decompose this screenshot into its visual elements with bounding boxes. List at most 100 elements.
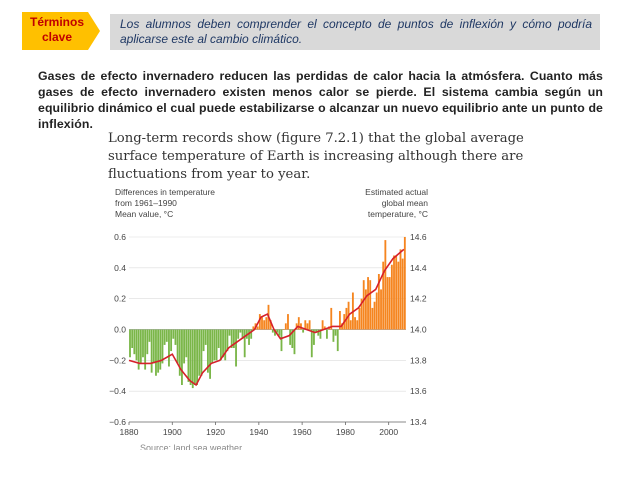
bar — [256, 326, 259, 330]
bar — [326, 329, 328, 339]
bar — [237, 329, 240, 339]
bar — [198, 329, 201, 376]
bar — [189, 329, 192, 385]
body-paragraph: Gases de efecto invernadero reducen las … — [38, 69, 603, 131]
bar — [232, 329, 235, 348]
bar — [390, 264, 393, 330]
bar — [196, 329, 199, 385]
bar — [146, 329, 149, 355]
bar — [191, 329, 194, 389]
right-axis-label: global mean — [382, 198, 429, 208]
bar — [159, 329, 162, 370]
bar — [243, 329, 246, 358]
bar — [142, 329, 144, 358]
right-tick-label: 14.2 — [410, 294, 427, 304]
bar — [269, 320, 272, 330]
right-axis-label: temperature, °C — [368, 209, 428, 219]
bar — [388, 277, 391, 330]
learning-objective-note: Los alumnos deben comprender el concepto… — [110, 14, 600, 50]
bar — [271, 329, 274, 333]
bar — [200, 329, 203, 376]
bar — [194, 329, 196, 385]
bar — [382, 261, 385, 330]
terms-label: Términos clave — [29, 15, 84, 44]
bar — [148, 329, 151, 342]
bar — [278, 329, 281, 336]
bar — [152, 329, 155, 364]
bar — [332, 329, 335, 342]
bar — [349, 320, 352, 330]
bar — [226, 329, 229, 352]
bar — [315, 329, 318, 333]
arrow-shape-icon — [22, 12, 100, 50]
bar — [304, 320, 307, 330]
bar — [139, 329, 142, 364]
bar — [165, 329, 168, 342]
bar — [222, 329, 224, 358]
bar — [371, 307, 374, 330]
bar — [300, 323, 302, 330]
bar — [369, 280, 372, 330]
bar — [176, 329, 179, 364]
right-tick-label: 14.6 — [410, 232, 427, 242]
learning-objective-text: Los alumnos deben comprender el concepto… — [120, 17, 592, 46]
x-tick-label: 1900 — [163, 427, 182, 437]
bar — [319, 329, 322, 339]
figure-caption: Long-term records show (figure 7.2.1) th… — [108, 131, 524, 182]
y-tick-label: −0.2 — [109, 355, 126, 365]
bar — [217, 329, 220, 348]
bar — [206, 329, 209, 373]
bar — [356, 320, 359, 330]
y-tick-label: −0.6 — [109, 417, 126, 427]
y-tick-label: −0.4 — [109, 386, 126, 396]
bar — [401, 258, 404, 330]
bar — [202, 329, 205, 352]
bar — [317, 329, 320, 336]
bar — [380, 289, 382, 330]
bar — [263, 320, 266, 330]
right-tick-label: 14.0 — [410, 325, 427, 335]
x-tick-label: 1960 — [293, 427, 312, 437]
y-tick-label: 0.0 — [114, 325, 126, 335]
bar — [172, 329, 175, 339]
bar — [241, 329, 244, 339]
bar — [209, 329, 211, 379]
bar — [367, 277, 369, 330]
bar — [358, 307, 361, 330]
bar — [399, 249, 402, 330]
bar — [157, 329, 160, 373]
bar — [239, 329, 242, 333]
bar — [230, 329, 233, 348]
left-axis-label: Mean value, °C — [115, 209, 173, 219]
bar — [377, 274, 380, 330]
bar — [287, 314, 289, 330]
x-tick-label: 1920 — [206, 427, 225, 437]
bar — [228, 329, 231, 336]
bar — [386, 277, 389, 330]
bar — [293, 329, 296, 355]
bar — [276, 329, 279, 333]
bar — [297, 317, 300, 330]
left-axis-label: Differences in temperature — [115, 187, 215, 197]
bar — [354, 317, 356, 330]
bar — [295, 323, 298, 330]
bar — [261, 317, 263, 330]
bar — [131, 329, 134, 348]
x-tick-label: 1880 — [120, 427, 139, 437]
bar — [330, 307, 333, 330]
bar — [235, 329, 237, 367]
trend-line — [128, 248, 405, 387]
bar — [129, 329, 131, 358]
bar — [258, 314, 261, 330]
bar — [252, 326, 255, 330]
bar — [313, 329, 315, 345]
y-tick-label: 0.6 — [114, 232, 126, 242]
bar — [403, 237, 406, 330]
bar — [302, 329, 305, 333]
bar — [137, 329, 140, 370]
bar — [364, 289, 367, 330]
bar — [341, 323, 343, 330]
bar — [161, 329, 164, 364]
bar — [375, 292, 378, 330]
